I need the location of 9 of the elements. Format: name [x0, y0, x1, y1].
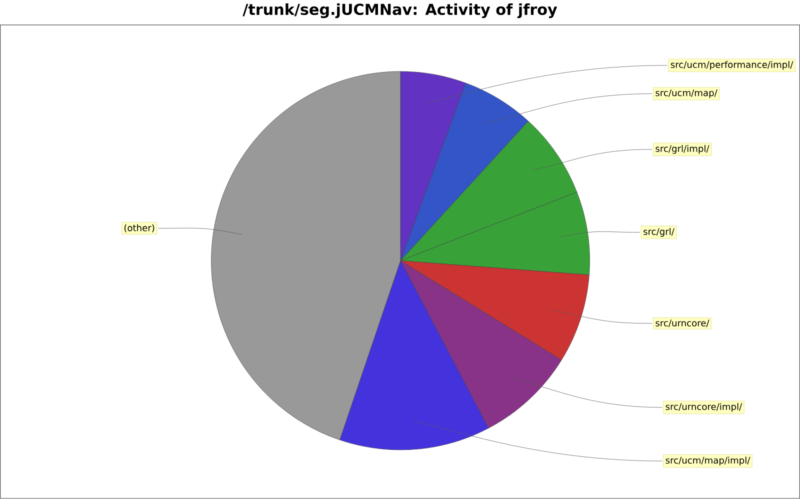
slice-label: src/ucm/map/impl/	[666, 456, 750, 466]
chart-title: /trunk/seg.jUCMNav: Activity of jfroy	[242, 3, 558, 18]
slice-label: src/grl/	[644, 228, 674, 237]
slice-label: (other)	[124, 224, 154, 232]
slice-label: src/grl/impl/	[656, 145, 710, 154]
slice-label: src/urncore/	[656, 320, 710, 328]
slice-label: src/urncore/impl/	[666, 403, 742, 412]
slice-label: src/ucm/map/	[656, 90, 718, 98]
slice-label: src/ucm/performance/impl/	[670, 61, 794, 70]
